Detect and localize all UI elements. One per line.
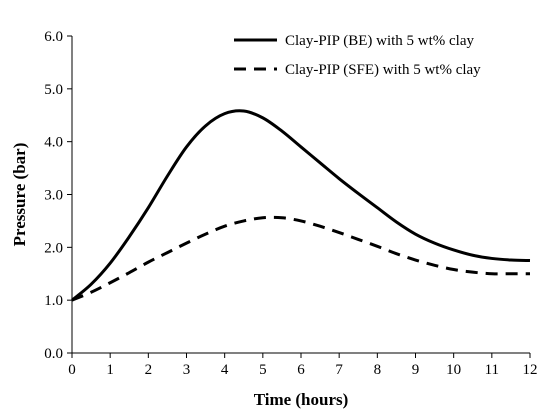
x-tick-label: 6 [297,362,305,378]
x-tick-label: 2 [145,362,153,378]
x-tick-label: 8 [374,362,382,378]
series-line-2 [71,215,530,302]
y-tick-label: 0.0 [44,346,63,362]
x-axis-ticks: 0 1 2 3 4 5 6 7 8 9 10 11 12 [68,353,538,378]
x-axis-title: Time (hours) [254,390,349,409]
y-tick-label: 4.0 [44,135,63,151]
y-tick-label: 3.0 [44,188,63,204]
x-tick-label: 3 [183,362,191,378]
x-tick-label: 4 [221,362,229,378]
series-layer [71,109,531,302]
y-tick-label: 1.0 [44,293,63,309]
x-tick-label: 7 [335,362,343,378]
y-tick-label: 5.0 [44,82,63,98]
x-tick-label: 9 [412,362,420,378]
y-axis-title: Pressure (bar) [10,143,29,247]
series-line-1 [71,109,531,302]
x-tick-label: 0 [68,362,76,378]
x-tick-label: 5 [259,362,267,378]
y-axis-ticks: 0.0 1.0 2.0 3.0 4.0 5.0 6.0 [44,29,72,362]
x-tick-label: 1 [106,362,114,378]
legend-label-2: Clay-PIP (SFE) with 5 wt% clay [285,62,481,78]
x-tick-label: 10 [446,362,461,378]
y-tick-label: 6.0 [44,29,63,45]
plot-axes [71,36,530,354]
legend: Clay-PIP (BE) with 5 wt% clay Clay-PIP (S… [234,33,481,78]
x-tick-label: 11 [485,362,499,378]
y-tick-label: 2.0 [44,240,63,256]
legend-label-1: Clay-PIP (BE) with 5 wt% clay [285,33,475,49]
x-tick-label: 12 [523,362,538,378]
